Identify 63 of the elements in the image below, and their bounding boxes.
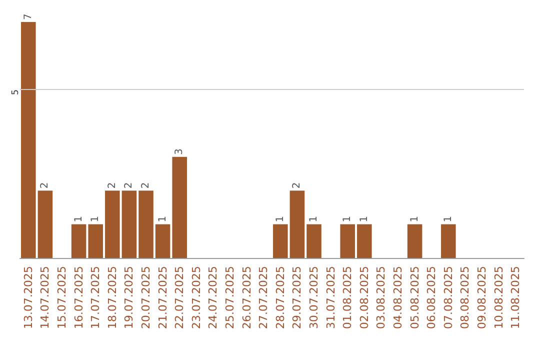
x-tick-label: 30.07.2025	[308, 266, 320, 330]
x-tick-label: 04.08.2025	[392, 266, 404, 330]
bar	[71, 224, 86, 258]
data-label: 2	[292, 182, 303, 189]
x-tick-label: 16.07.2025	[72, 266, 86, 330]
bar	[441, 224, 456, 258]
x-tick-label: 02.08.2025	[358, 266, 371, 330]
x-tick-label: 13.07.2025	[22, 266, 35, 330]
bar	[306, 224, 322, 258]
x-tick-label: 14.07.2025	[38, 266, 52, 330]
bar	[407, 224, 422, 258]
data-label: 3	[174, 148, 186, 155]
x-tick-label: 15.07.2025	[56, 266, 68, 330]
x-tick-label: 19.07.2025	[122, 266, 136, 330]
bar	[105, 190, 120, 258]
x-tick-label: 01.08.2025	[341, 266, 354, 330]
bar	[155, 224, 170, 258]
x-tick-label: 17.07.2025	[89, 266, 102, 330]
bar	[290, 190, 305, 258]
x-tick-label: 06.08.2025	[425, 266, 438, 330]
x-tick-label: 20.07.2025	[140, 266, 152, 330]
x-tick-label: 21.07.2025	[156, 266, 170, 330]
bar	[273, 224, 288, 258]
bar	[21, 22, 36, 258]
data-label: 1	[409, 216, 420, 222]
data-label: 1	[157, 216, 168, 222]
bar	[357, 224, 372, 258]
x-tick-label: 09.08.2025	[476, 266, 488, 330]
x-tick-label: 31.07.2025	[324, 266, 338, 330]
x-tick-label: 11.08.2025	[509, 266, 522, 330]
data-label: 1	[73, 216, 84, 222]
data-label: 1	[358, 216, 370, 222]
bar	[88, 224, 103, 258]
data-label: 2	[124, 182, 135, 189]
data-label: 1	[442, 216, 454, 222]
data-label: 7	[22, 14, 34, 20]
x-tick-label: 03.08.2025	[374, 266, 388, 330]
x-tick-label: 08.08.2025	[458, 266, 472, 330]
x-tick-label: 29.07.2025	[290, 266, 304, 330]
x-tick-label: 07.08.2025	[442, 266, 455, 330]
bar	[172, 156, 187, 258]
data-label: 1	[308, 216, 320, 222]
bar	[340, 224, 355, 258]
bar	[122, 190, 137, 258]
bar	[138, 190, 154, 258]
x-tick-label: 25.07.2025	[224, 266, 236, 330]
x-tick-label: 05.08.2025	[408, 266, 422, 330]
data-label: 2	[106, 182, 118, 189]
x-tick-label: 24.07.2025	[206, 266, 220, 330]
data-label: 1	[90, 216, 102, 222]
data-label: 2	[40, 182, 51, 189]
x-tick-label: 18.07.2025	[106, 266, 119, 330]
x-tick-label: 23.07.2025	[190, 266, 203, 330]
x-tick-label: 22.07.2025	[173, 266, 186, 330]
bar	[38, 190, 53, 258]
ref-line-label: 5	[11, 89, 21, 96]
data-label: 1	[342, 216, 354, 222]
x-tick-label: 26.07.2025	[240, 266, 254, 330]
x-tick-label: 28.07.2025	[274, 266, 287, 330]
data-label: 2	[140, 182, 152, 189]
x-tick-label: 27.07.2025	[257, 266, 270, 330]
x-tick-label: 10.08.2025	[492, 266, 506, 330]
data-label: 1	[274, 216, 286, 222]
